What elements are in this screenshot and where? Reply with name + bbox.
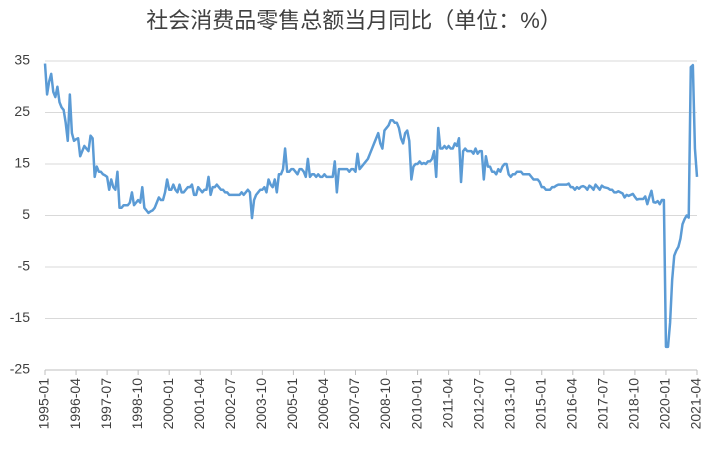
x-tick-label: 1998-10 (129, 378, 145, 430)
x-tick-label: 1996-04 (67, 378, 83, 430)
y-tick-label: 25 (14, 103, 30, 119)
x-tick-label: 2017-07 (595, 378, 611, 430)
x-tick-label: 2020-01 (657, 378, 673, 430)
x-tick-label: 2007-07 (346, 378, 362, 430)
x-tick-label: 2010-01 (408, 378, 424, 430)
x-tick-label: 2021-04 (688, 378, 704, 430)
y-tick-label: 5 (22, 206, 30, 222)
x-tick-label: 2013-10 (501, 378, 517, 430)
x-tick-label: 1997-07 (98, 378, 114, 430)
y-tick-label: 15 (14, 155, 30, 171)
x-tick-label: 2001-04 (191, 378, 207, 430)
x-tick-label: 2005-01 (284, 378, 300, 430)
x-tick-label: 2000-01 (160, 378, 176, 430)
x-tick-label: 2006-04 (315, 378, 331, 430)
x-tick-label: 2016-04 (564, 378, 580, 430)
x-tick-label: 1995-01 (36, 378, 52, 430)
y-tick-label: -15 (10, 309, 30, 325)
x-tick-label: 2011-04 (439, 378, 455, 429)
y-tick-label: -5 (18, 258, 31, 274)
chart-title: 社会消费品零售总额当月同比（单位：%） (146, 8, 562, 33)
x-tick-label: 2018-10 (626, 378, 642, 430)
x-tick-label: 2002-07 (222, 378, 238, 430)
x-tick-label: 2012-07 (470, 378, 486, 430)
y-tick-label: -25 (10, 361, 30, 377)
x-tick-label: 2015-01 (532, 378, 548, 430)
line-series (43, 63, 699, 349)
y-tick-label: 35 (14, 52, 30, 68)
x-tick-label: 2008-10 (377, 378, 393, 430)
x-tick-label: 2003-10 (253, 378, 269, 430)
